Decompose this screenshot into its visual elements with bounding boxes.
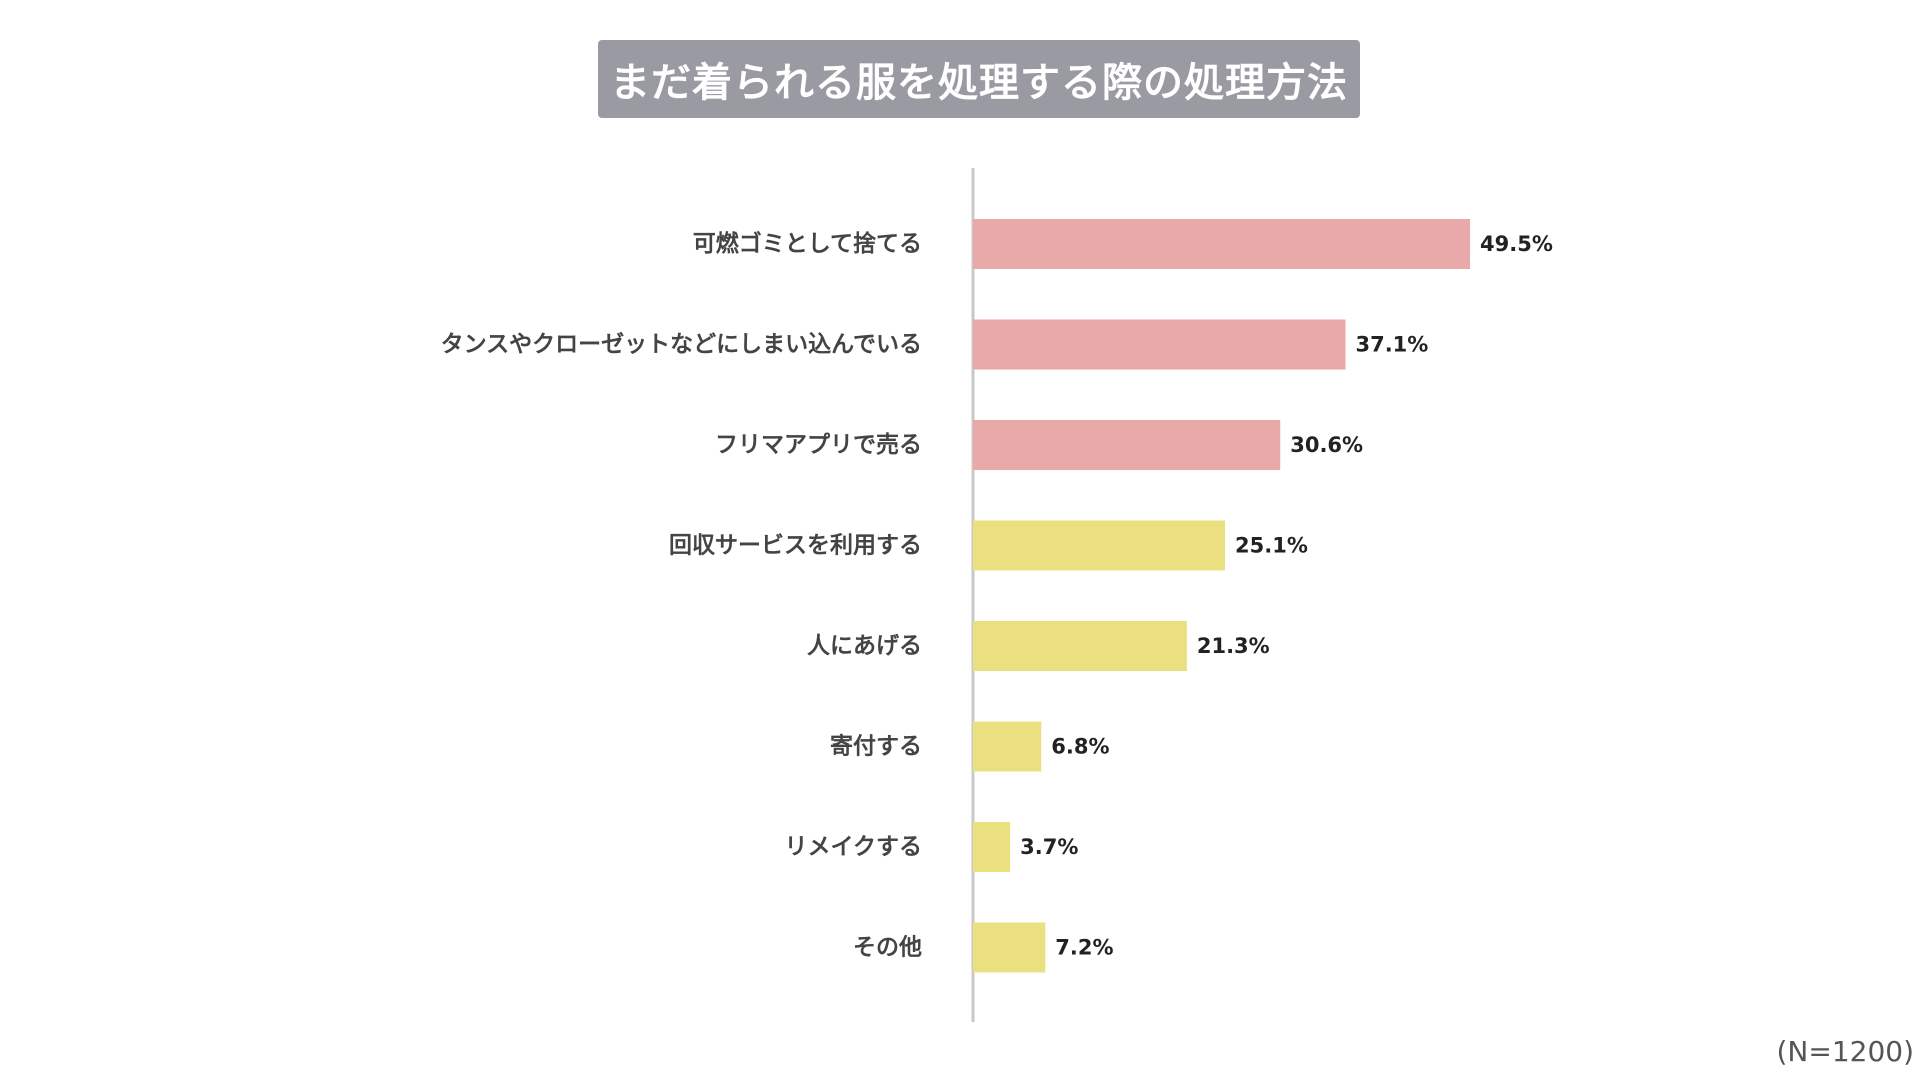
bar-5: [973, 621, 1187, 671]
sample-size-note: (N=1200): [1776, 1035, 1914, 1068]
bar-3: [973, 420, 1281, 470]
chart-title-box: まだ着られる服を処理する際の処理方法: [598, 40, 1360, 118]
bar-7: [973, 822, 1011, 872]
value-label-4: 25.1%: [1235, 534, 1308, 558]
value-label-5: 21.3%: [1197, 634, 1270, 658]
bars-group: 可燃ゴミとして捨てる 49.5% タンスやクローゼットなどにしまい込んでいる 37.1…: [441, 219, 1553, 973]
value-label-6: 6.8%: [1051, 735, 1109, 759]
category-label-6: 寄付する: [830, 733, 922, 760]
bar-1: [973, 219, 1470, 269]
bar-8: [973, 922, 1046, 973]
bar-6: [973, 721, 1042, 772]
value-label-2: 37.1%: [1355, 333, 1428, 357]
category-label-2: タンスやクローゼットなどにしまい込んでいる: [441, 332, 922, 358]
value-label-1: 49.5%: [1480, 232, 1553, 256]
category-label-8: その他: [853, 935, 922, 961]
value-label-8: 7.2%: [1055, 936, 1113, 960]
value-label-7: 3.7%: [1020, 835, 1078, 859]
category-label-5: 人にあげる: [807, 633, 922, 659]
chart-title: まだ着られる服を処理する際の処理方法: [610, 60, 1348, 106]
category-label-3: フリマアプリで売る: [715, 432, 922, 458]
category-label-1: 可燃ゴミとして捨てる: [693, 230, 922, 257]
bar-2: [973, 319, 1346, 370]
value-label-3: 30.6%: [1290, 433, 1363, 457]
bar-4: [973, 520, 1226, 571]
category-label-7: リメイクする: [784, 834, 922, 860]
category-label-4: 回収サービスを利用する: [669, 533, 922, 559]
